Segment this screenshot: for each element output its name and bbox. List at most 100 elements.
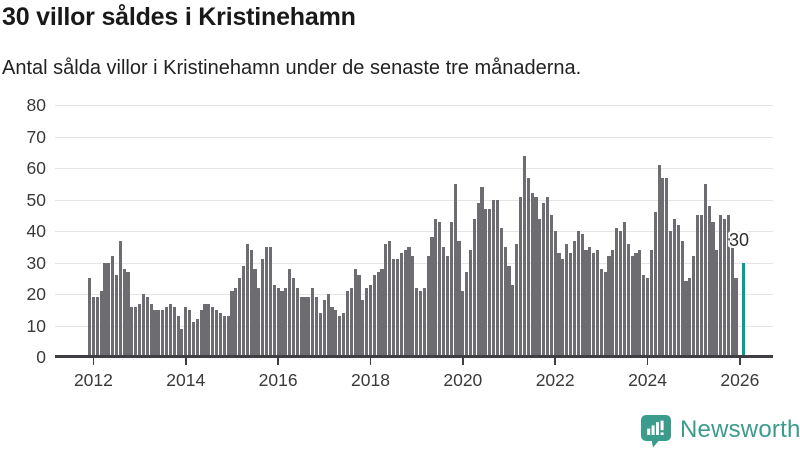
bar — [615, 228, 619, 357]
bar — [468, 250, 473, 357]
bar — [434, 218, 438, 357]
highlight-bar — [742, 262, 746, 357]
bar — [538, 218, 542, 357]
bar — [357, 275, 361, 357]
bar — [495, 199, 500, 357]
bar — [642, 275, 646, 357]
bar — [553, 231, 557, 357]
newsworthy-brand-link[interactable]: Newsworthy — [639, 412, 800, 448]
bar — [361, 300, 365, 357]
bar — [341, 312, 346, 357]
bar — [172, 306, 176, 357]
bar — [91, 297, 95, 357]
bar — [295, 287, 299, 357]
bar — [695, 215, 700, 357]
latest-value-label: 30 — [729, 230, 750, 250]
bar — [599, 268, 603, 357]
x-axis-tickmark — [369, 358, 372, 365]
bar — [657, 165, 661, 357]
bar — [399, 253, 403, 357]
bar — [145, 297, 149, 357]
y-axis-tick-label: 0 — [36, 347, 46, 367]
bar — [669, 231, 673, 357]
bar — [99, 290, 103, 357]
bar — [699, 215, 703, 357]
gridline — [55, 231, 773, 232]
bar — [126, 272, 130, 357]
bar — [484, 209, 488, 357]
bar — [384, 243, 388, 357]
x-axis-tickmark — [554, 358, 556, 365]
bar — [111, 256, 115, 357]
bar — [122, 268, 126, 357]
bar — [107, 262, 111, 357]
bar — [634, 253, 638, 357]
bar-chart-speech-bubble-icon — [641, 414, 671, 447]
bar — [134, 306, 138, 357]
bar — [607, 256, 611, 357]
bar — [138, 303, 142, 357]
bar — [611, 250, 615, 357]
bar — [372, 275, 376, 357]
x-axis-tickmark — [185, 358, 187, 365]
brand-name: Newsworthy — [680, 416, 800, 443]
y-axis-tick-label: 30 — [26, 252, 46, 273]
bar — [676, 224, 680, 357]
bar — [730, 231, 734, 357]
x-axis-tick-label: 2014 — [166, 370, 206, 390]
bar — [407, 246, 411, 357]
bar — [449, 221, 453, 357]
x-axis-tick-label: 2024 — [628, 370, 667, 390]
bar — [380, 268, 384, 357]
bar — [545, 196, 550, 357]
bar — [492, 199, 496, 357]
bar — [288, 268, 292, 357]
bar — [665, 177, 669, 357]
y-axis-tick-label: 40 — [26, 221, 46, 242]
bar — [291, 278, 296, 357]
bar — [584, 250, 588, 357]
bar — [157, 309, 161, 357]
y-axis-tick-label: 20 — [26, 284, 46, 305]
bar — [557, 253, 561, 357]
bar — [184, 306, 188, 357]
bar — [249, 250, 253, 357]
bar — [499, 228, 503, 357]
x-axis-tickmark — [277, 358, 279, 365]
bar — [161, 309, 165, 357]
bar — [234, 287, 238, 357]
bar — [561, 259, 565, 357]
bar — [430, 237, 434, 357]
chart-title: 30 villor såldes i Kristinehamn — [2, 3, 356, 31]
bar — [214, 309, 219, 357]
bar — [688, 278, 692, 357]
bar — [265, 246, 269, 357]
bar — [438, 221, 442, 357]
bar — [299, 297, 303, 357]
bar — [395, 259, 399, 357]
bar — [257, 287, 261, 357]
bar — [511, 284, 515, 357]
bar — [311, 287, 315, 357]
bar — [276, 287, 280, 357]
bar — [711, 221, 715, 357]
bar — [518, 196, 523, 357]
x-axis-tick-label: 2016 — [258, 370, 298, 390]
bar — [272, 284, 276, 357]
bar — [565, 243, 569, 357]
bar — [595, 250, 600, 357]
bar — [141, 294, 145, 357]
bar — [530, 193, 534, 357]
bar — [130, 306, 134, 357]
bar — [457, 240, 461, 357]
bar — [153, 309, 157, 357]
bar — [403, 250, 407, 357]
bar — [334, 309, 338, 357]
bar — [330, 306, 334, 357]
bar — [168, 303, 172, 357]
bar — [722, 218, 727, 357]
gridline — [55, 168, 773, 169]
bar — [507, 265, 511, 357]
bar — [515, 243, 519, 357]
x-axis-tick-label: 2026 — [720, 370, 760, 390]
